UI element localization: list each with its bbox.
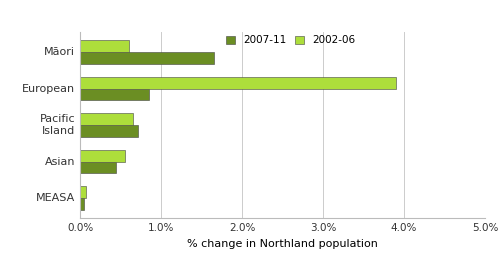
Bar xyxy=(80,77,396,89)
Bar xyxy=(80,186,86,198)
Bar xyxy=(80,150,124,161)
Bar xyxy=(80,40,128,52)
Bar xyxy=(80,52,214,64)
Bar xyxy=(80,125,138,137)
Bar xyxy=(80,161,116,173)
Legend: 2007-11, 2002-06: 2007-11, 2002-06 xyxy=(224,34,358,48)
Bar xyxy=(80,89,149,100)
Bar xyxy=(80,198,84,210)
X-axis label: % change in Northland population: % change in Northland population xyxy=(187,239,378,248)
Bar xyxy=(80,113,132,125)
